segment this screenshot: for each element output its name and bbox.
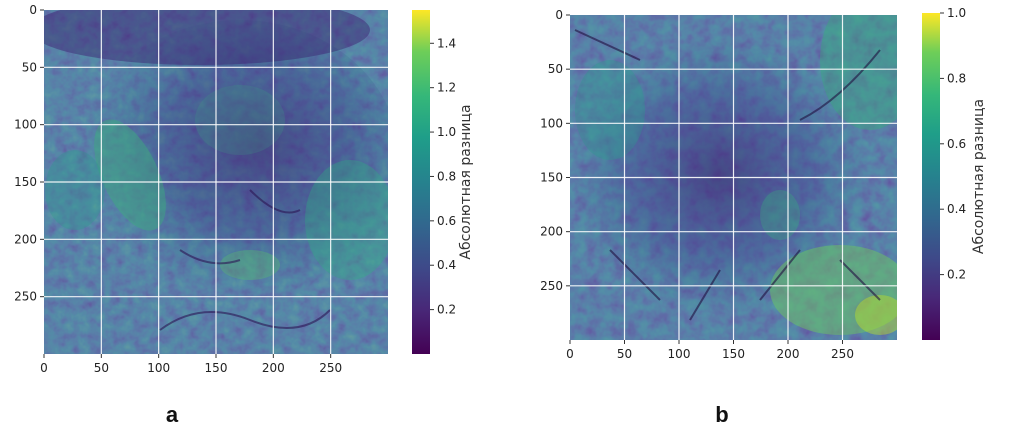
x-tick-label: 100 bbox=[668, 347, 691, 361]
colorbar-label: Абсолютная разница bbox=[971, 99, 987, 254]
colorbar-label: Абсолютная разница bbox=[458, 104, 474, 259]
x-tick-label: 150 bbox=[205, 361, 228, 375]
x-tick-label: 0 bbox=[566, 347, 574, 361]
x-tick-label: 50 bbox=[617, 347, 632, 361]
y-tick-label: 200 bbox=[14, 232, 37, 246]
y-tick-label: 100 bbox=[540, 116, 563, 130]
y-tick-label: 250 bbox=[14, 290, 37, 304]
colorbar-tick-label: 0.4 bbox=[947, 202, 966, 216]
y-tick-label: 150 bbox=[540, 171, 563, 185]
y-tick-label: 0 bbox=[29, 3, 37, 17]
colorbar-tick-label: 1.0 bbox=[437, 125, 456, 139]
y-tick-label: 0 bbox=[555, 8, 563, 22]
colorbar-gradient bbox=[922, 13, 940, 340]
colorbar-gradient bbox=[412, 10, 430, 354]
heatmap-a bbox=[44, 10, 388, 354]
x-tick-label: 250 bbox=[319, 361, 342, 375]
colorbar-tick-label: 0.2 bbox=[947, 268, 966, 282]
colorbar-tick-label: 0.2 bbox=[437, 303, 456, 317]
colorbar-tick-label: 1.0 bbox=[947, 6, 966, 20]
y-tick-label: 250 bbox=[540, 279, 563, 293]
chart-a: 0 50 100 150 200 2500501001502002500.20.40.60… bbox=[14, 3, 474, 375]
colorbar-tick-label: 0.8 bbox=[437, 169, 456, 183]
y-tick-label: 50 bbox=[548, 62, 563, 76]
colorbar-tick-label: 0.6 bbox=[947, 137, 966, 151]
colorbar-a: 0.2 0.4 0.6 0.8 1.0 1.2 1.4 Абсолютная разница bbox=[412, 10, 474, 354]
x-tick-label: 200 bbox=[262, 361, 285, 375]
x-tick-label: 0 bbox=[40, 361, 48, 375]
heatmap-b bbox=[570, 15, 897, 340]
y-tick-label: 50 bbox=[22, 60, 37, 74]
colorbar-tick-label: 1.2 bbox=[437, 81, 456, 95]
y-tick-label: 200 bbox=[540, 225, 563, 239]
colorbar-tick-label: 0.6 bbox=[437, 214, 456, 228]
y-tick-label: 100 bbox=[14, 118, 37, 132]
colorbar-tick-label: 0.4 bbox=[437, 258, 456, 272]
x-tick-label: 150 bbox=[722, 347, 745, 361]
colorbar-b: 0.2 0.4 0.6 0.8 1.0 Абсолютная разница bbox=[922, 6, 987, 340]
x-tick-label: 100 bbox=[147, 361, 170, 375]
colorbar-tick-label: 1.4 bbox=[437, 36, 456, 50]
x-tick-label: 50 bbox=[94, 361, 109, 375]
panel-label-a: a bbox=[166, 402, 179, 427]
colorbar-tick-label: 0.8 bbox=[947, 71, 966, 85]
x-tick-label: 250 bbox=[831, 347, 854, 361]
chart-b: 0 50 100 150 200 2500501001502002500.20.40.60… bbox=[540, 6, 987, 361]
panel-label-b: b bbox=[715, 402, 728, 427]
x-tick-label: 200 bbox=[777, 347, 800, 361]
y-tick-label: 150 bbox=[14, 175, 37, 189]
